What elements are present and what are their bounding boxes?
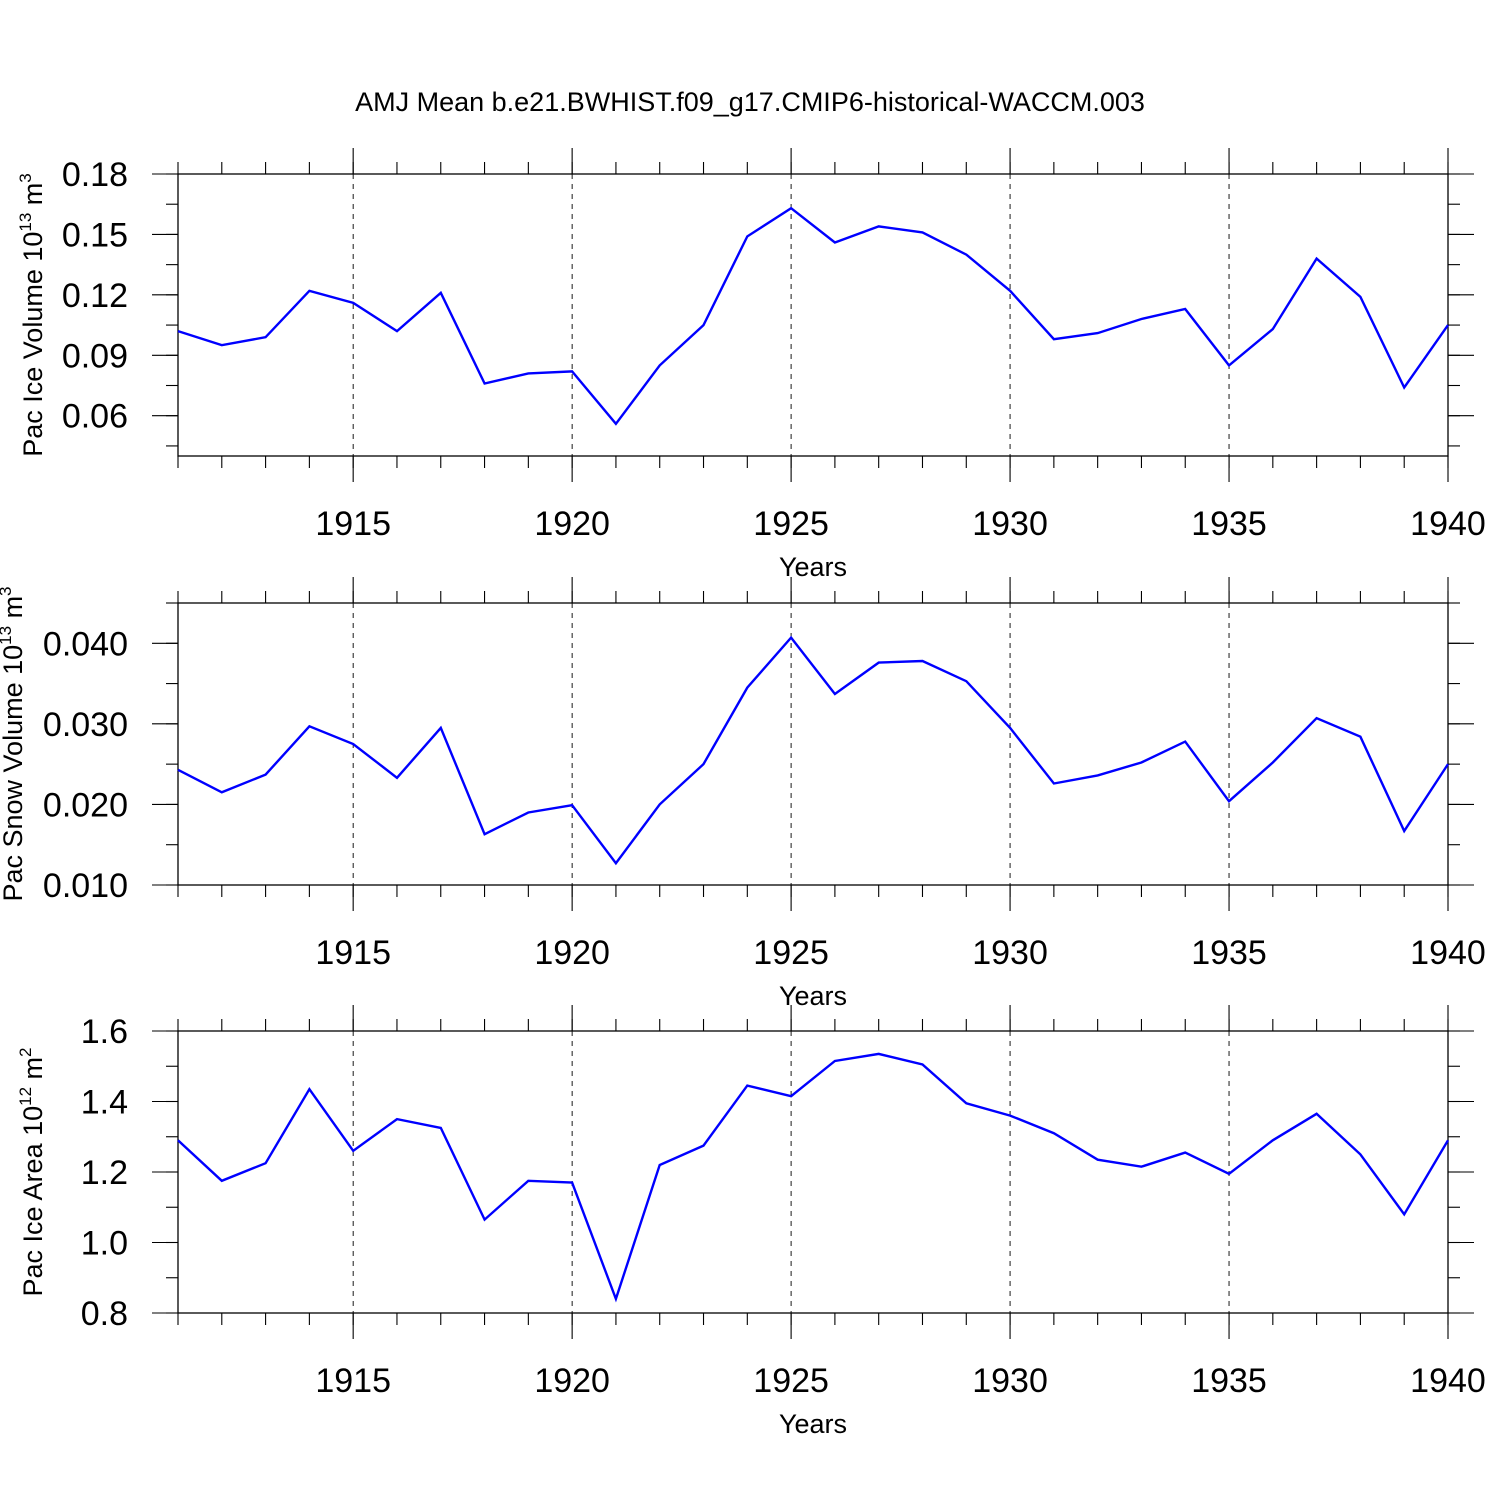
y-tick-label: 0.020 (43, 786, 128, 824)
series-line (177, 635, 1450, 866)
x-tick-label: 1920 (534, 1362, 610, 1400)
y-tick-label: 0.15 (62, 216, 128, 254)
x-tick-label: 1940 (1410, 934, 1486, 972)
x-tick-label: 1920 (534, 505, 610, 543)
x-tick-label: 1940 (1410, 505, 1486, 543)
chart-title: AMJ Mean b.e21.BWHIST.f09_g17.CMIP6-hist… (355, 87, 1145, 117)
y-tick-label: 0.010 (43, 867, 128, 905)
series-line (177, 206, 1449, 426)
y-axis-label: Pac Snow Volume 1013 m3 (0, 586, 28, 901)
x-tick-label: 1925 (753, 934, 829, 972)
x-tick-label: 1920 (534, 934, 610, 972)
y-axis-label: Pac Ice Area 1012 m2 (16, 1047, 48, 1296)
x-tick-label: 1935 (1191, 934, 1267, 972)
y-tick-label: 0.09 (62, 337, 128, 375)
series-line (177, 1052, 1450, 1303)
x-tick-label: 1930 (972, 934, 1048, 972)
y-axis-label: Pac Ice Volume 1013 m3 (16, 173, 48, 457)
y-tick-label: 1.0 (81, 1225, 128, 1263)
plot-frame (177, 173, 1449, 457)
x-tick-label: 1930 (972, 505, 1048, 543)
y-tick-label: 0.040 (43, 625, 128, 663)
x-tick-label: 1915 (315, 934, 391, 972)
y-tick-label: 0.030 (43, 706, 128, 744)
x-axis-label: Years (779, 981, 847, 1011)
panels: 1915 1920 1925 1930 1935 1940 0.06 0.09 0.12 0.15… (0, 148, 1486, 1439)
x-axis-label: Years (779, 1409, 847, 1439)
x-tick-label: 1925 (753, 505, 829, 543)
x-tick-label: 1940 (1410, 1362, 1486, 1400)
y-tick-label: 0.12 (62, 277, 128, 315)
x-axis-label: Years (779, 552, 847, 582)
y-tick-label: 0.18 (62, 156, 128, 194)
plot-frame (177, 602, 1449, 886)
x-tick-label: 1915 (315, 505, 391, 543)
panel-2: 1915 1920 1925 1930 1935 1940 0.010 0.020 0.030 0… (0, 577, 1486, 1011)
y-tick-label: 0.06 (62, 398, 128, 436)
panel-3: 1915 1920 1925 1930 1935 1940 0.8 1.0 1.2 1.4 1.6 Y… (16, 1005, 1486, 1439)
x-tick-label: 1935 (1191, 505, 1267, 543)
plot-frame (177, 1030, 1449, 1314)
x-tick-label: 1915 (315, 1362, 391, 1400)
x-tick-label: 1935 (1191, 1362, 1267, 1400)
y-tick-label: 0.8 (81, 1295, 128, 1333)
y-tick-label: 1.4 (81, 1084, 128, 1122)
y-tick-label: 1.2 (81, 1154, 128, 1192)
x-tick-label: 1925 (753, 1362, 829, 1400)
x-tick-label: 1930 (972, 1362, 1048, 1400)
panel-1: 1915 1920 1925 1930 1935 1940 0.06 0.09 0.12 0.15… (16, 148, 1486, 582)
y-tick-label: 1.6 (81, 1013, 128, 1051)
